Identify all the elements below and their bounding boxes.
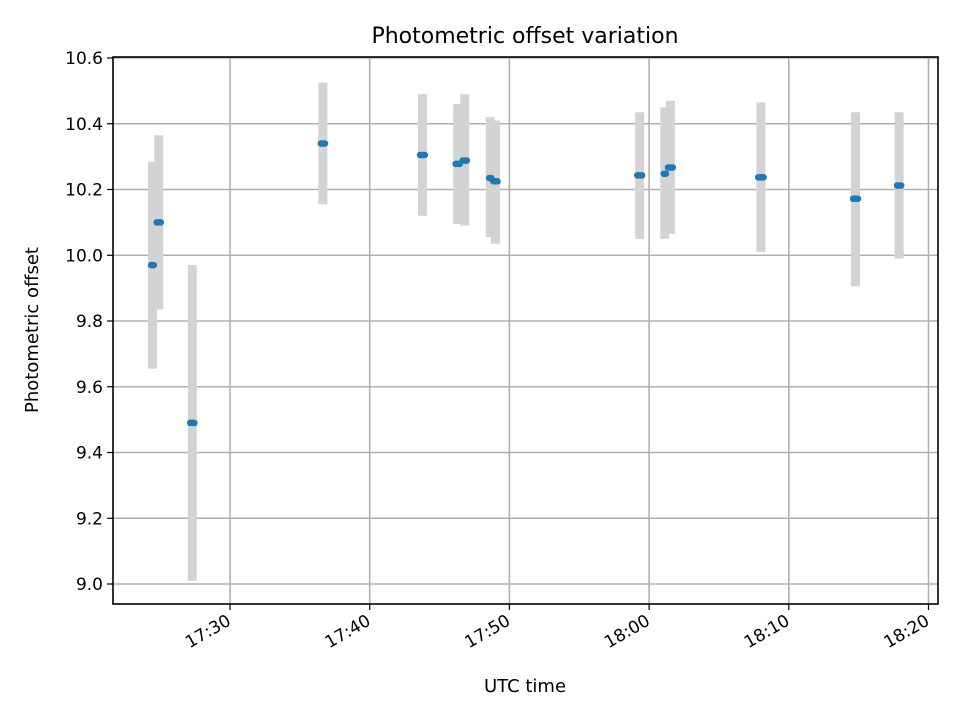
point-layer — [147, 140, 905, 427]
y-tick-label: 10.4 — [65, 115, 103, 135]
y-tick-label: 10.0 — [65, 246, 103, 266]
grid-layer — [113, 57, 938, 604]
y-tick-label: 10.2 — [65, 181, 103, 201]
y-tick-label: 9.4 — [76, 444, 103, 464]
y-tick-label: 10.6 — [65, 49, 103, 69]
x-axis-label: UTC time — [484, 676, 566, 697]
x-tick-label: 18:10 — [741, 611, 793, 653]
y-tick-label: 9.0 — [76, 575, 103, 595]
errorbar-layer — [147, 82, 904, 581]
x-tick-label: 17:30 — [182, 611, 234, 653]
x-tick-label: 17:50 — [461, 611, 513, 653]
chart-title: Photometric offset variation — [371, 24, 678, 49]
y-tick-label: 9.2 — [76, 509, 103, 529]
y-tick-label: 9.6 — [76, 378, 103, 398]
x-tick-label: 18:20 — [881, 611, 933, 653]
y-axis-label: Photometric offset — [22, 247, 43, 413]
x-tick-label: 17:40 — [322, 611, 374, 653]
plot-frame — [112, 56, 939, 605]
y-tick-label: 9.8 — [76, 312, 103, 332]
x-tick-label: 18:00 — [601, 611, 653, 653]
